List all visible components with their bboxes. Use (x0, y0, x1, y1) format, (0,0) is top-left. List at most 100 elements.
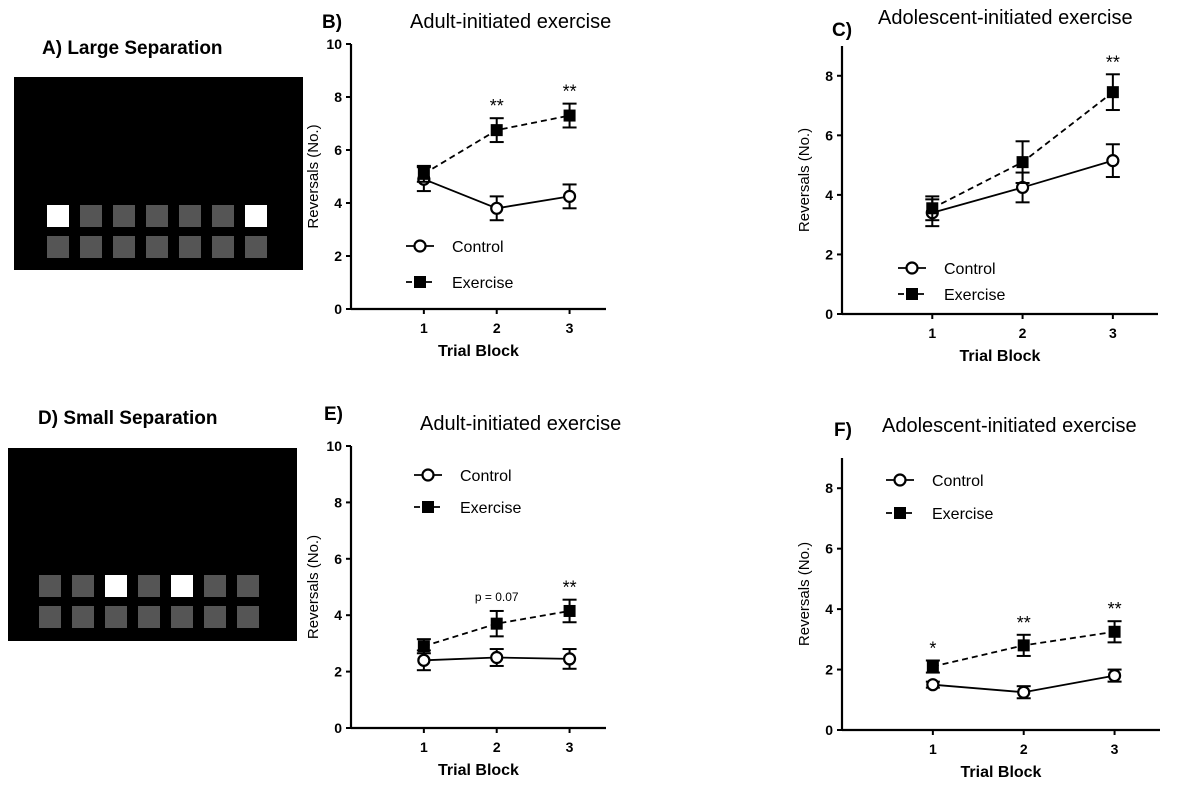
data-point-exercise (490, 124, 503, 137)
x-tick-label: 2 (493, 739, 501, 755)
data-point-control (1107, 669, 1122, 683)
y-tick-label: 6 (825, 541, 833, 557)
significance-annotation: ** (1017, 613, 1031, 633)
legend-label-control: Control (944, 261, 996, 278)
grid-cell (179, 205, 201, 227)
y-tick-label: 0 (334, 301, 342, 317)
grid-cell (204, 575, 226, 597)
y-tick-label: 4 (825, 187, 833, 203)
y-tick-label: 6 (334, 551, 342, 567)
x-tick-label: 3 (566, 739, 574, 755)
grid-cell (138, 575, 160, 597)
data-point-control (1106, 154, 1120, 168)
chart-title-e: Adult-initiated exercise (420, 413, 621, 435)
lit-cell (245, 205, 267, 227)
chart-title-f: Adolescent-initiated exercise (882, 415, 1137, 437)
grid-cell (146, 236, 168, 258)
data-point-exercise (926, 202, 939, 215)
y-axis-label: Reversals (No.) (796, 542, 813, 646)
lit-cell (47, 205, 69, 227)
grid-cell (171, 606, 193, 628)
panel-letter-e: E) (324, 404, 343, 425)
y-tick-label: 10 (326, 438, 342, 454)
x-tick-label: 1 (420, 320, 428, 336)
data-point-exercise (417, 640, 430, 653)
chart-f-adolescent-small: F) Adolescent-initiated exercise 0 2 4 6 8 1 2 3 T… (796, 415, 1160, 781)
y-axis-label: Reversals (No.) (305, 124, 322, 228)
x-tick-label: 2 (493, 320, 501, 336)
x-tick-label: 1 (420, 739, 428, 755)
grid-cell (105, 606, 127, 628)
data-point-exercise (926, 660, 939, 673)
y-tick-label: 0 (825, 722, 833, 738)
grid-cell (138, 606, 160, 628)
y-tick-label: 0 (334, 720, 342, 736)
y-axis-label: Reversals (No.) (305, 535, 322, 639)
grid-cell (113, 205, 135, 227)
x-tick-label: 2 (1019, 325, 1027, 341)
grid-cell (80, 205, 102, 227)
grid-cell (39, 606, 61, 628)
legend-marker (905, 261, 919, 275)
y-tick-label: 2 (334, 664, 342, 680)
y-tick-label: 8 (825, 68, 833, 84)
y-tick-label: 4 (825, 601, 833, 617)
x-axis-label: Trial Block (438, 762, 519, 779)
data-point-control (490, 650, 504, 665)
legend-label-exercise: Exercise (460, 500, 521, 517)
grid-cell (212, 205, 234, 227)
y-tick-label: 10 (326, 36, 342, 52)
y-tick-label: 4 (334, 607, 342, 623)
x-tick-label: 1 (929, 741, 937, 757)
small-separation-stimulus (8, 448, 297, 641)
grid-cell (72, 606, 94, 628)
legend-label-exercise: Exercise (944, 287, 1005, 304)
legend-marker (906, 288, 918, 300)
x-tick-label: 3 (566, 320, 574, 336)
grid-cell (72, 575, 94, 597)
legend-label-control: Control (452, 239, 504, 256)
legend-label-exercise: Exercise (932, 506, 993, 523)
significance-annotation: p = 0.07 (475, 590, 519, 604)
x-tick-label: 2 (1020, 741, 1028, 757)
y-tick-label: 2 (825, 662, 833, 678)
legend-label-exercise: Exercise (452, 275, 513, 292)
legend-label-control: Control (932, 473, 984, 490)
grid-cell (80, 236, 102, 258)
chart-c-adolescent-large: C) Adolescent-initiated exercise 0 2 4 6 8 1 2 3 T… (796, 7, 1158, 365)
significance-annotation: ** (1108, 599, 1122, 619)
y-tick-label: 8 (334, 89, 342, 105)
grid-cell (237, 575, 259, 597)
y-tick-label: 6 (334, 142, 342, 158)
panel-a-label: A) Large Separation (42, 38, 223, 59)
significance-annotation: ** (563, 82, 577, 102)
y-tick-label: 0 (825, 306, 833, 322)
data-point-control (562, 652, 577, 666)
lit-cell (105, 575, 127, 597)
legend-marker (422, 501, 434, 513)
lit-cell (171, 575, 193, 597)
data-point-control (417, 653, 431, 667)
data-point-control (562, 189, 577, 203)
grid-cell (212, 236, 234, 258)
significance-annotation: * (929, 638, 936, 658)
legend-label-control: Control (460, 468, 512, 485)
panel-letter-b: B) (322, 12, 342, 33)
legend-marker (421, 468, 435, 482)
y-tick-label: 8 (825, 480, 833, 496)
data-point-exercise (1106, 86, 1119, 99)
grid-cell (39, 575, 61, 597)
panel-letter-c: C) (832, 20, 852, 41)
x-axis-label: Trial Block (961, 764, 1042, 781)
significance-annotation: ** (1106, 52, 1120, 72)
x-tick-label: 3 (1111, 741, 1119, 757)
data-point-exercise (417, 167, 430, 180)
y-tick-label: 2 (334, 248, 342, 264)
data-point-exercise (490, 617, 503, 630)
y-tick-label: 2 (825, 246, 833, 262)
chart-title-b: Adult-initiated exercise (410, 11, 611, 33)
data-point-exercise (1108, 625, 1121, 638)
legend-marker (414, 276, 426, 288)
